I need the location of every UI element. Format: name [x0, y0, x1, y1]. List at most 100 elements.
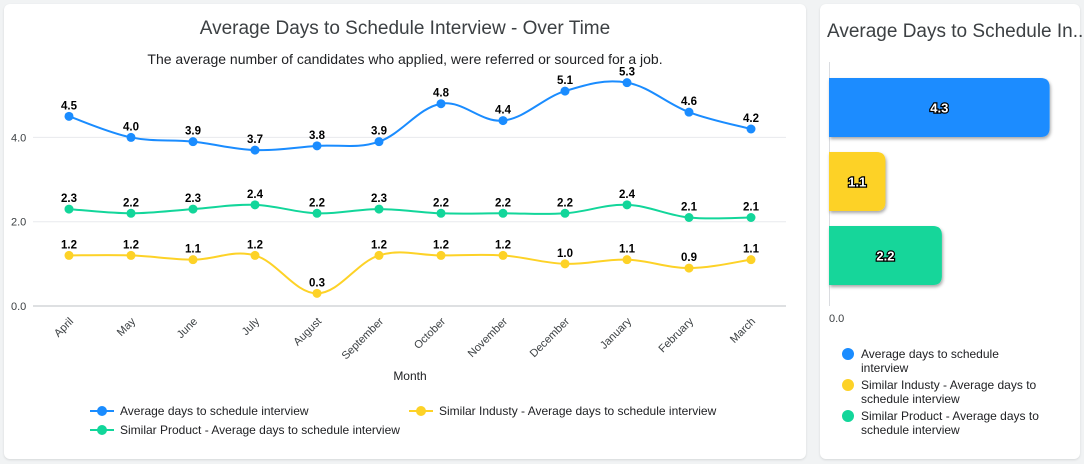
data-label: 4.6	[681, 96, 697, 108]
data-label: 4.4	[495, 105, 512, 117]
data-label: 2.4	[247, 189, 264, 201]
data-label: 2.3	[61, 193, 77, 205]
legend-item-similar-industry[interactable]: Similar Industy - Average days to schedu…	[409, 404, 716, 418]
data-point	[64, 250, 74, 260]
series-line	[68, 80, 752, 152]
data-point	[746, 124, 756, 134]
data-point	[622, 78, 632, 88]
data-label: 1.1	[743, 244, 760, 256]
data-label: 2.3	[371, 193, 387, 205]
data-point	[560, 208, 570, 218]
x-tick-label: June	[175, 316, 200, 341]
data-point	[622, 255, 632, 265]
legend-label: Similar Product - Average days to schedu…	[861, 409, 1039, 437]
data-point	[64, 111, 74, 121]
legend-item-similar-industry[interactable]: Similar Industy - Average days to schedu…	[842, 378, 1042, 406]
data-label: 2.1	[681, 202, 698, 214]
x-tick-label: May	[115, 315, 139, 339]
x-tick-label: October	[412, 315, 448, 351]
data-label: 2.2	[433, 197, 449, 209]
y-tick-label: 4.0	[11, 132, 26, 144]
data-point	[498, 116, 508, 126]
data-label: 1.2	[247, 239, 263, 251]
bar	[829, 78, 1050, 137]
legend-item-average[interactable]: Average days to schedule interview	[842, 347, 1042, 375]
data-point	[436, 250, 446, 260]
bar-value-label: 4.3	[930, 101, 948, 116]
data-label: 2.4	[619, 189, 636, 201]
data-label: 1.2	[433, 239, 449, 251]
data-point	[374, 204, 384, 214]
line-chart-card: Average Days to Schedule Interview - Ove…	[4, 4, 806, 459]
data-label: 2.2	[557, 197, 573, 209]
data-point	[684, 213, 694, 222]
x-tick-label: December	[528, 315, 573, 360]
bar-chart-card: Average Days to Schedule In... 4.3 1.1 2.2…	[820, 4, 1084, 459]
legend-line-marker-icon	[409, 405, 433, 417]
data-point	[188, 137, 198, 147]
x-tick-label: March	[728, 316, 758, 346]
series-line	[68, 203, 752, 220]
data-point	[374, 250, 384, 260]
data-label: 1.1	[619, 244, 636, 256]
data-label: 2.3	[185, 193, 201, 205]
legend-item-average[interactable]: Average days to schedule interview	[90, 404, 309, 418]
data-point	[126, 250, 136, 260]
data-point	[374, 137, 384, 147]
legend-dot-icon	[842, 410, 854, 422]
legend-line-marker-icon	[90, 424, 114, 436]
bar-value-label: 2.2	[876, 249, 894, 264]
data-label: 2.1	[743, 202, 760, 214]
legend-dot-icon	[842, 379, 854, 391]
data-point	[312, 288, 322, 298]
data-label: 1.1	[185, 244, 202, 256]
bar	[829, 226, 942, 285]
data-point	[436, 208, 446, 218]
data-label: 2.2	[309, 197, 325, 209]
legend-label: Similar Industy - Average days to schedu…	[439, 404, 717, 418]
data-label: 5.1	[557, 75, 574, 87]
data-point	[498, 208, 508, 218]
series-line	[68, 251, 752, 295]
data-label: 1.2	[123, 239, 139, 251]
legend-label: Average days to schedule interview	[120, 404, 309, 418]
legend-item-similar-product[interactable]: Similar Product - Average days to schedu…	[90, 423, 400, 437]
data-label: 3.8	[309, 130, 326, 142]
x-tick-label: July	[240, 315, 263, 338]
data-label: 3.9	[371, 126, 387, 138]
data-point	[746, 213, 756, 222]
data-point	[684, 263, 694, 273]
data-point	[312, 208, 322, 218]
data-point	[188, 255, 198, 265]
data-label: 3.9	[185, 126, 201, 138]
data-point	[250, 250, 260, 260]
line-chart-subtitle: The average number of candidates who app…	[147, 51, 663, 67]
data-label: 1.0	[557, 248, 573, 260]
data-point	[436, 99, 446, 109]
data-point	[560, 259, 570, 269]
bar-chart: 4.3 1.1 2.2 0.0	[829, 62, 1050, 325]
data-label: 5.3	[619, 67, 635, 79]
data-point	[622, 200, 632, 210]
legend-item-similar-product[interactable]: Similar Product - Average days to schedu…	[842, 409, 1042, 437]
bar-value-label: 1.1	[848, 175, 866, 190]
x-tick-label: January	[598, 315, 635, 352]
data-point	[498, 250, 508, 260]
data-point	[250, 145, 260, 155]
x-tick-label: August	[291, 316, 324, 349]
data-point	[126, 208, 136, 218]
data-point	[188, 204, 198, 214]
data-label: 1.2	[495, 239, 511, 251]
line-chart-title: Average Days to Schedule Interview - Ove…	[199, 18, 611, 39]
x-tick-label: April	[52, 316, 76, 340]
x-tick-label: November	[466, 315, 511, 360]
data-label: 4.8	[433, 88, 450, 100]
data-label: 0.3	[309, 277, 325, 289]
data-label: 0.9	[681, 252, 697, 264]
legend-line-marker-icon	[90, 405, 114, 417]
y-tick-label: 0.0	[11, 301, 26, 313]
data-label: 2.2	[495, 197, 511, 209]
data-label: 4.5	[61, 100, 78, 112]
legend-label: Similar Industy - Average days to schedu…	[861, 378, 1037, 406]
legend-dot-icon	[842, 348, 854, 360]
